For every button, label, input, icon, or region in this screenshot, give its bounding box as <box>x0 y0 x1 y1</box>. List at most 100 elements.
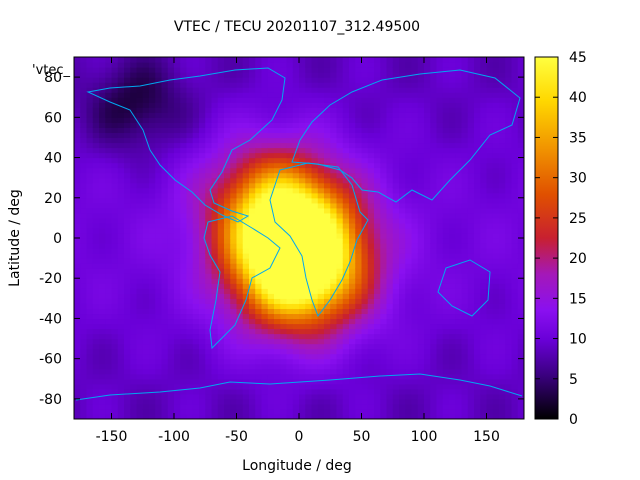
heatmap-cell <box>317 283 325 289</box>
heatmap-cell <box>274 177 281 184</box>
heatmap-cell <box>274 348 281 355</box>
heatmap-cell <box>105 72 113 78</box>
heatmap-cell <box>105 117 113 123</box>
heatmap-cell <box>467 308 475 315</box>
heatmap-cell <box>161 263 169 269</box>
heatmap-cell <box>436 358 444 365</box>
heatmap-cell <box>492 273 500 279</box>
heatmap-cell <box>492 268 500 274</box>
heatmap-cell <box>186 413 194 419</box>
heatmap-cell <box>136 398 144 405</box>
heatmap-cell <box>261 383 269 390</box>
heatmap-cell <box>199 212 206 219</box>
heatmap-cell <box>367 202 375 209</box>
heatmap-cell <box>286 77 294 83</box>
heatmap-cell <box>330 328 338 335</box>
heatmap-cell <box>449 147 456 154</box>
heatmap-cell <box>192 353 200 360</box>
heatmap-cell <box>374 393 381 400</box>
heatmap-cell <box>286 217 294 224</box>
heatmap-cell <box>80 298 88 304</box>
heatmap-cell <box>299 408 306 415</box>
heatmap-cell <box>80 212 88 219</box>
heatmap-cell <box>461 92 469 98</box>
heatmap-cell <box>80 358 88 365</box>
heatmap-cell <box>436 77 444 83</box>
heatmap-cell <box>236 82 244 88</box>
heatmap-cell <box>130 192 138 199</box>
heatmap-cell <box>474 338 481 345</box>
heatmap-cell <box>442 258 450 264</box>
heatmap-cell <box>186 227 194 234</box>
heatmap-cell <box>92 353 100 360</box>
heatmap-cell <box>124 358 131 365</box>
heatmap-cell <box>349 177 356 184</box>
heatmap-cell <box>474 152 481 159</box>
heatmap-cell <box>436 177 444 184</box>
heatmap-cell <box>167 348 175 355</box>
heatmap-cell <box>417 288 425 294</box>
heatmap-cell <box>449 333 456 340</box>
heatmap-cell <box>442 102 450 108</box>
heatmap-cell <box>461 157 469 164</box>
heatmap-cell <box>149 318 156 325</box>
heatmap-cell <box>480 403 488 410</box>
heatmap-cell <box>405 207 413 214</box>
heatmap-cell <box>92 363 100 370</box>
heatmap-cell <box>474 192 481 199</box>
heatmap-cell <box>330 142 338 149</box>
heatmap-cell <box>130 353 138 360</box>
heatmap-cell <box>361 157 369 164</box>
heatmap-cell <box>486 253 494 259</box>
heatmap-cell <box>186 313 194 320</box>
heatmap-cell <box>467 403 475 410</box>
heatmap-cell <box>155 112 163 118</box>
heatmap-cell <box>367 57 375 63</box>
heatmap-cell <box>374 248 381 254</box>
heatmap-cell <box>199 358 206 365</box>
heatmap-cell <box>242 197 250 204</box>
heatmap-cell <box>367 388 375 395</box>
heatmap-cell <box>167 323 175 330</box>
heatmap-cell <box>267 318 275 325</box>
heatmap-cell <box>236 248 244 254</box>
heatmap-cell <box>280 378 288 385</box>
heatmap-cell <box>436 117 444 123</box>
heatmap-cell <box>261 72 269 78</box>
heatmap-cell <box>280 343 288 350</box>
heatmap-cell <box>305 303 313 309</box>
heatmap-cell <box>361 117 369 123</box>
heatmap-cell <box>436 238 444 244</box>
heatmap-cell <box>486 147 494 154</box>
heatmap-cell <box>392 187 400 194</box>
heatmap-cell <box>442 187 450 194</box>
heatmap-cell <box>480 127 488 134</box>
heatmap-cell <box>174 217 181 224</box>
heatmap-cell <box>224 137 231 144</box>
heatmap-cell <box>461 393 469 400</box>
heatmap-cell <box>192 243 200 249</box>
heatmap-cell <box>442 57 450 63</box>
heatmap-cell <box>80 162 88 169</box>
heatmap-cell <box>92 403 100 410</box>
heatmap-cell <box>461 318 469 325</box>
heatmap-cell <box>80 152 88 159</box>
heatmap-cell <box>380 313 388 320</box>
heatmap-cell <box>74 303 81 309</box>
heatmap-cell <box>155 353 163 360</box>
heatmap-cell <box>174 177 181 184</box>
heatmap-cell <box>355 298 363 304</box>
heatmap-cell <box>117 127 125 134</box>
heatmap-cell <box>230 343 238 350</box>
heatmap-cell <box>342 97 350 103</box>
heatmap-cell <box>174 152 181 159</box>
heatmap-cell <box>261 97 269 103</box>
heatmap-cell <box>349 303 356 309</box>
heatmap-cell <box>492 243 500 249</box>
heatmap-cell <box>367 313 375 320</box>
heatmap-cell <box>124 288 131 294</box>
heatmap-cell <box>161 338 169 345</box>
heatmap-cell <box>267 197 275 204</box>
heatmap-cell <box>186 278 194 284</box>
heatmap-cell <box>136 232 144 239</box>
